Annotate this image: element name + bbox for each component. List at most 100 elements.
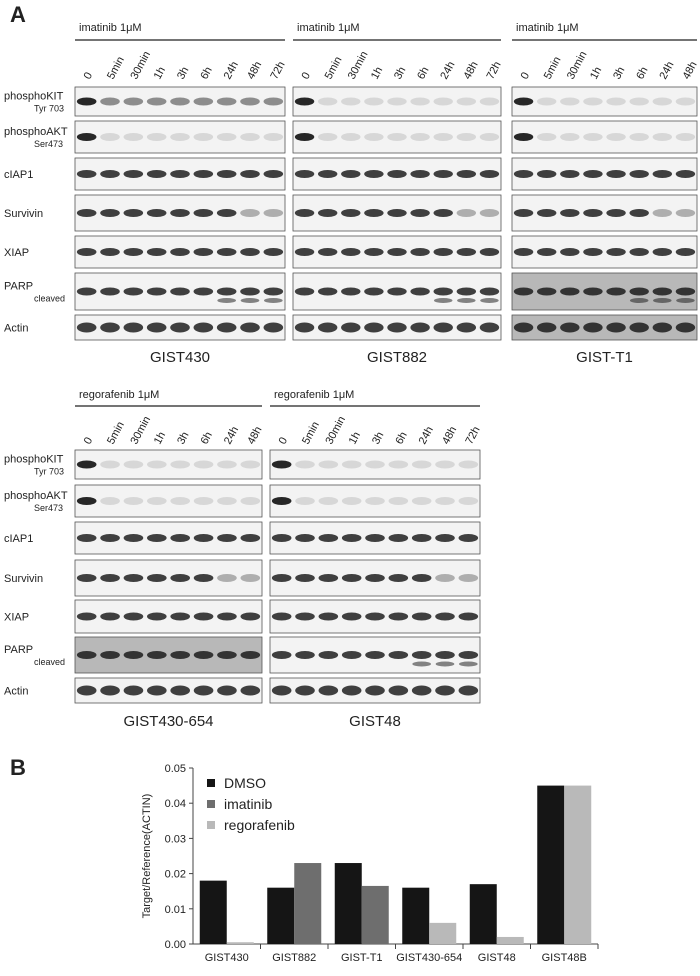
bar — [402, 887, 430, 944]
treatment-label: imatinib 1μM — [516, 22, 579, 34]
band — [479, 287, 500, 296]
band — [240, 651, 261, 659]
band — [146, 322, 167, 333]
band — [435, 685, 455, 696]
band — [240, 574, 261, 582]
band — [411, 497, 432, 505]
timepoint-label: 0 — [519, 70, 532, 81]
timepoint-label: 6h — [393, 430, 409, 446]
band — [318, 612, 339, 621]
timepoint-label: 24h — [222, 60, 241, 82]
band — [458, 612, 479, 621]
band — [560, 287, 580, 296]
band — [317, 170, 338, 178]
band — [146, 497, 167, 505]
band — [341, 574, 362, 582]
band — [100, 287, 120, 296]
band — [240, 248, 260, 256]
band — [170, 287, 190, 296]
band — [433, 287, 453, 296]
band — [583, 248, 603, 256]
band — [365, 651, 385, 659]
band — [146, 97, 167, 106]
timepoint-label: 3h — [392, 65, 408, 81]
bar — [469, 884, 497, 944]
band — [193, 497, 214, 505]
band — [411, 651, 432, 659]
band — [123, 497, 144, 505]
band — [458, 534, 479, 542]
band — [295, 612, 315, 621]
bar — [199, 880, 227, 944]
band — [388, 651, 409, 659]
blot — [74, 86, 286, 117]
band — [365, 612, 385, 621]
band — [100, 497, 120, 505]
band — [341, 97, 361, 106]
band — [100, 460, 120, 469]
timepoint-label: 0 — [82, 435, 95, 446]
timepoint-label: 30min — [128, 414, 153, 446]
blot — [269, 484, 481, 518]
band — [123, 534, 144, 542]
band — [387, 97, 407, 106]
cell-line-label: GIST430 — [150, 349, 210, 366]
band — [217, 534, 237, 542]
band — [123, 685, 144, 696]
timepoint-label: 0 — [277, 435, 290, 446]
band — [341, 170, 361, 178]
band — [433, 97, 453, 106]
bar — [267, 887, 295, 944]
band — [193, 651, 214, 659]
band — [388, 685, 409, 696]
timepoint-label: 0 — [300, 70, 313, 81]
band — [271, 460, 292, 469]
x-tick-label: GIST430 — [205, 952, 249, 964]
band — [216, 209, 237, 217]
band — [123, 574, 144, 582]
band — [271, 612, 292, 621]
band — [240, 209, 260, 217]
band — [318, 574, 339, 582]
band — [652, 287, 673, 296]
band — [123, 248, 144, 256]
timepoint-label: 48h — [461, 60, 480, 82]
band — [146, 651, 167, 659]
timepoint-label: 72h — [484, 60, 503, 82]
band — [583, 97, 603, 106]
band — [364, 170, 384, 178]
band — [76, 685, 97, 696]
timepoint-label: 48h — [440, 425, 459, 447]
band — [217, 497, 237, 505]
band — [410, 248, 430, 256]
band — [560, 209, 580, 217]
band — [271, 534, 292, 542]
band — [536, 209, 557, 217]
row-sublabel: cleaved — [34, 657, 65, 667]
band — [170, 209, 190, 217]
band — [456, 170, 477, 178]
treatment-label: regorafenib 1μM — [79, 389, 159, 401]
band — [123, 322, 144, 333]
band — [263, 133, 284, 141]
band — [170, 460, 191, 469]
band — [410, 322, 430, 333]
band — [435, 497, 455, 505]
legend-swatch — [207, 800, 215, 808]
band — [341, 322, 361, 333]
band — [536, 287, 557, 296]
band — [513, 209, 534, 217]
band — [217, 612, 237, 621]
band — [123, 97, 144, 106]
band — [652, 97, 673, 106]
band — [560, 133, 580, 141]
band — [675, 248, 696, 256]
band — [170, 612, 191, 621]
band — [170, 651, 191, 659]
band — [513, 170, 534, 178]
band — [456, 97, 477, 106]
band — [364, 287, 384, 296]
cell-line-label: GIST430-654 — [123, 713, 213, 730]
band — [170, 534, 191, 542]
band — [536, 248, 557, 256]
